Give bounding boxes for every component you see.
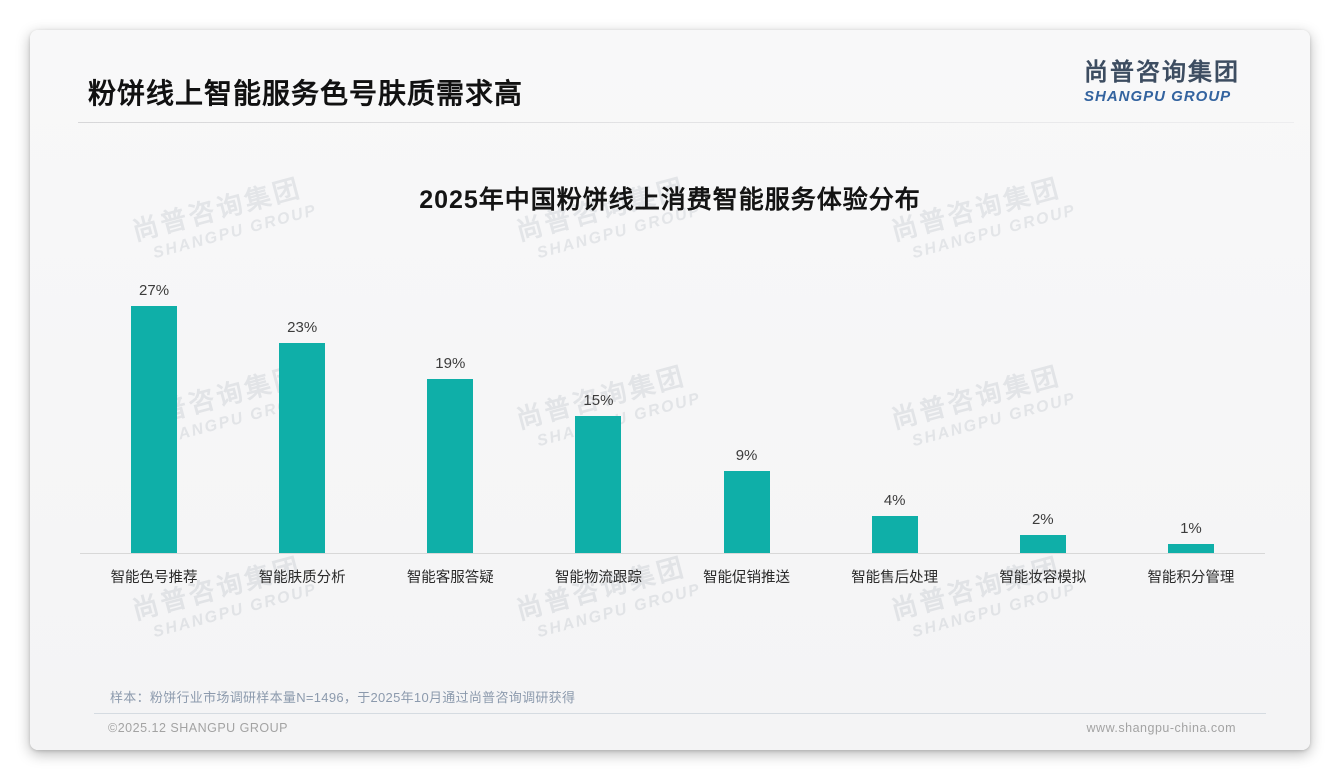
- copyright-text: ©2025.12 SHANGPU GROUP: [108, 721, 288, 735]
- slide-card: 尚普咨询集团 SHANGPU GROUP 尚普咨询集团 SHANGPU GROUP 尚普…: [30, 30, 1310, 750]
- bar-value-label: 15%: [583, 391, 614, 409]
- logo-english-text: SHANGPU GROUP: [1084, 88, 1232, 105]
- bar: [723, 470, 770, 553]
- bar-value-label: 9%: [735, 446, 758, 464]
- category-label: 智能促销推送: [703, 570, 791, 586]
- chart-title: 2025年中国粉饼线上消费智能服务体验分布: [419, 186, 921, 214]
- category-label: 智能肤质分析: [258, 570, 346, 586]
- header-divider: [78, 122, 1294, 123]
- bar: [427, 379, 474, 553]
- category-label: 智能妆容模拟: [999, 570, 1087, 586]
- bar-slot: 4%: [821, 260, 969, 553]
- logo-chinese-text: 尚普咨询集团: [1084, 59, 1240, 86]
- sample-footnote: 样本：粉饼行业市场调研样本量N=1496，于2025年10月通过尚普咨询调研获得: [110, 690, 576, 705]
- bar-value-label: 27%: [139, 281, 170, 299]
- category-label: 智能售后处理: [851, 570, 939, 586]
- bar-value-label: 4%: [883, 492, 906, 510]
- footer-divider: [94, 713, 1266, 714]
- x-axis-category-labels: 智能色号推荐 智能肤质分析 智能客服答疑 智能物流跟踪 智能促销推送 智能售后处理 智能妆容…: [80, 566, 1265, 587]
- bar-value-label: 19%: [435, 355, 466, 373]
- bar: [279, 342, 326, 553]
- bar-slot: 19%: [376, 260, 524, 553]
- bar-value-label: 2%: [1031, 510, 1054, 528]
- bar: [1167, 543, 1214, 553]
- x-axis-line: [80, 553, 1265, 554]
- bar-slot: 23%: [228, 260, 376, 553]
- bar-slot: 1%: [1117, 260, 1265, 553]
- bar: [871, 516, 918, 553]
- website-url: www.shangpu-china.com: [1086, 721, 1236, 735]
- bar-slot: 2%: [969, 260, 1117, 553]
- category-label: 智能色号推荐: [110, 570, 198, 586]
- bar-slot: 27%: [80, 260, 228, 553]
- bar-value-label: 23%: [287, 318, 318, 336]
- page-title: 粉饼线上智能服务色号肤质需求高: [88, 78, 524, 109]
- bar-slot: 9%: [673, 260, 821, 553]
- bar-chart-plot-area: 27% 23% 19% 15% 9% 4% 2% 1%: [80, 260, 1265, 553]
- bar: [1019, 534, 1066, 553]
- category-label: 智能物流跟踪: [554, 570, 642, 586]
- slide-content: 粉饼线上智能服务色号肤质需求高 尚普咨询集团 SHANGPU GROUP 202…: [30, 30, 1310, 750]
- company-logo: 尚普咨询集团 SHANGPU GROUP: [1084, 52, 1240, 105]
- bar-slot: 15%: [524, 260, 672, 553]
- bar-value-label: 1%: [1180, 519, 1202, 537]
- category-label: 智能积分管理: [1147, 570, 1235, 586]
- bar: [131, 305, 178, 553]
- category-label: 智能客服答疑: [406, 570, 494, 586]
- bar: [575, 415, 622, 553]
